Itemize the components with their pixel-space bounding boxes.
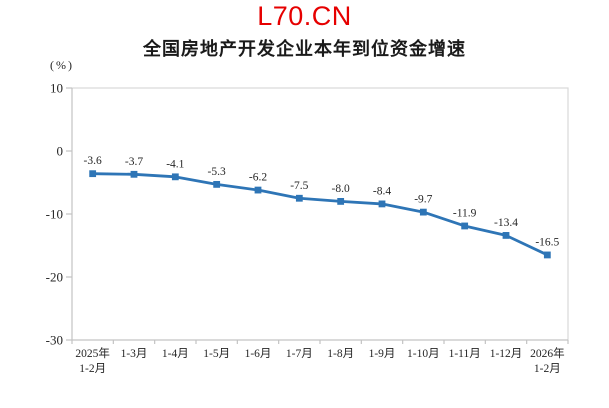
plot-border: [72, 87, 569, 340]
x-axis-label: 1-9月: [369, 348, 396, 360]
data-point-label: -7.5: [290, 180, 308, 192]
data-line: [91, 172, 549, 257]
chart-title: 全国房地产开发企业本年到位资金增速: [143, 39, 466, 59]
x-axis-label: 1-8月: [327, 348, 354, 360]
data-point-marker: [543, 251, 551, 259]
x-axis-label: 2025年: [75, 346, 110, 360]
y-axis-tick-label: -20: [46, 270, 63, 285]
x-axis-label: 1-12月: [490, 348, 523, 360]
data-point-label: -6.2: [249, 172, 267, 184]
y-axis-unit-label: (%): [50, 58, 74, 72]
x-axis-label: 1-6月: [245, 348, 272, 360]
data-point-label: -13.4: [494, 217, 518, 229]
data-point-label: -3.6: [84, 155, 102, 167]
y-axis-tick-label: 0: [57, 144, 64, 159]
x-axis-label: 1-5月: [203, 348, 230, 360]
data-point-marker: [254, 186, 262, 194]
data-point-marker: [213, 180, 221, 188]
x-axis-label: 1-11月: [449, 348, 481, 360]
data-point-label: -11.9: [453, 207, 477, 219]
x-axis-label: 1-7月: [286, 348, 313, 360]
data-point-marker: [378, 200, 386, 208]
x-axis-label: 1-3月: [121, 348, 148, 360]
x-axis-label: 1-2月: [534, 363, 561, 375]
y-axis-tick-label: -10: [46, 207, 63, 222]
data-point-label: -16.5: [535, 236, 559, 248]
data-point-marker: [419, 208, 427, 216]
y-axis-tick-label: 10: [50, 81, 63, 96]
data-point-marker: [337, 198, 345, 205]
y-axis-tick-label: -30: [46, 333, 63, 348]
x-axis-label: 2026年: [530, 346, 565, 360]
data-point-label: -8.4: [373, 185, 391, 197]
data-point-marker: [295, 194, 303, 202]
site-title: L70.CN: [257, 1, 352, 31]
data-point-marker: [89, 170, 97, 178]
data-point-marker: [130, 170, 138, 178]
x-axis-label: 1-10月: [407, 348, 440, 360]
data-point-label: -9.7: [414, 194, 432, 206]
data-point-marker: [461, 222, 469, 230]
data-point-label: -4.1: [166, 158, 184, 170]
data-point-marker: [502, 232, 510, 239]
data-point-label: -8.0: [332, 183, 350, 195]
data-point-marker: [171, 173, 179, 181]
x-axis-label: 1-2月: [79, 363, 106, 375]
data-point-label: -5.3: [208, 166, 226, 178]
data-point-label: -3.7: [125, 156, 143, 168]
x-axis-label: 1-4月: [162, 348, 189, 360]
